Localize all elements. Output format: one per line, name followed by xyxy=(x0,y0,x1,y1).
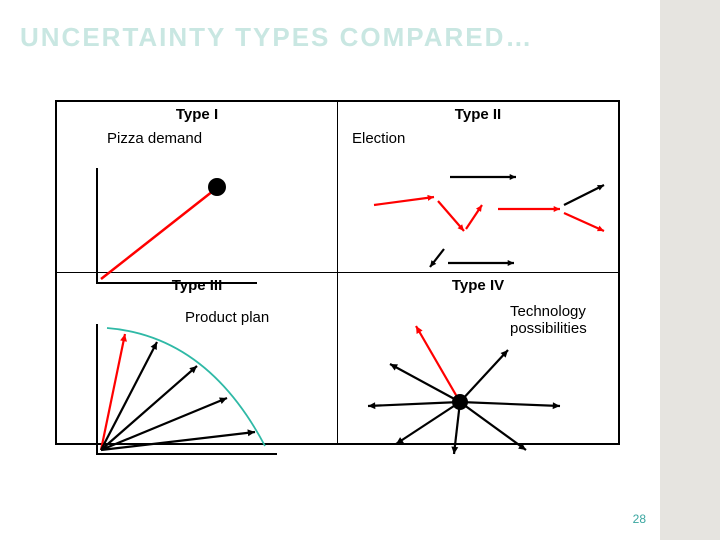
cell-type-2: Type II Election xyxy=(338,102,618,272)
type2-diagram xyxy=(338,123,618,293)
cell-header: Type IV xyxy=(338,273,618,294)
cell-header: Type III xyxy=(57,273,337,294)
comparison-grid: Type I Pizza demand Type II Election Type … xyxy=(55,100,620,445)
cell-subtitle: Technology possibilities xyxy=(510,303,587,337)
page-number: 28 xyxy=(633,512,646,526)
page-title: UNCERTAINTY TYPES COMPARED… xyxy=(20,22,533,53)
cell-type-4: Type IV Technology possibilities xyxy=(338,273,618,443)
cell-header: Type II xyxy=(338,102,618,123)
cell-subtitle: Product plan xyxy=(185,309,269,326)
decorative-right-stripe xyxy=(660,0,720,540)
type1-diagram xyxy=(57,123,337,293)
slide-page: UNCERTAINTY TYPES COMPARED… Type I Pizza … xyxy=(0,0,720,540)
cell-type-3: Type III Product plan xyxy=(57,273,337,443)
cell-subtitle: Election xyxy=(352,130,405,147)
cell-type-1: Type I Pizza demand xyxy=(57,102,337,272)
cell-header: Type I xyxy=(57,102,337,123)
cell-subtitle: Pizza demand xyxy=(107,130,202,147)
